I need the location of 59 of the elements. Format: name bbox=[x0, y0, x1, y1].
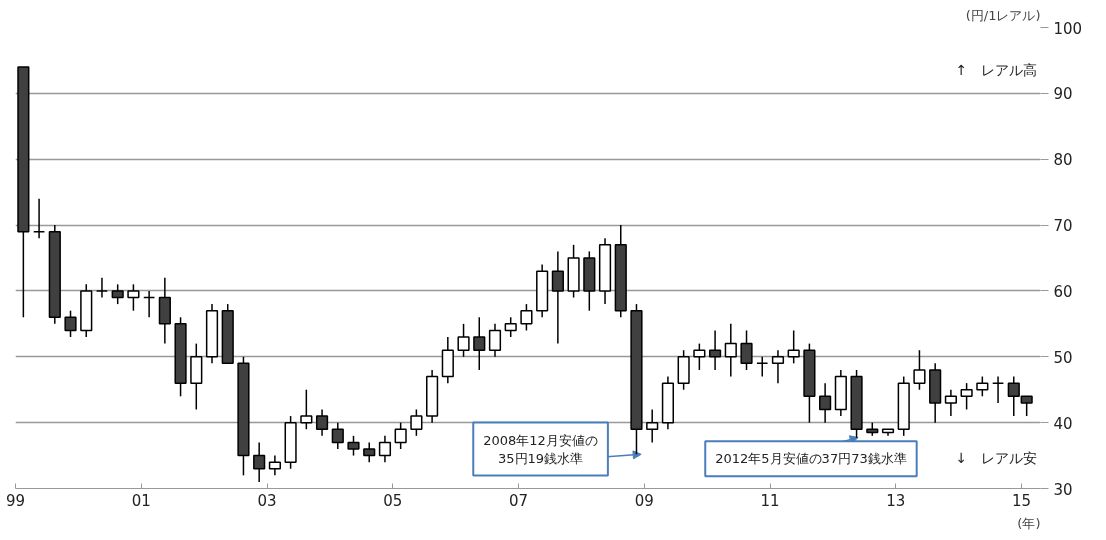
x-tick-label: 05 bbox=[383, 491, 403, 510]
candlestick bbox=[127, 283, 140, 312]
candlestick bbox=[724, 323, 737, 378]
candlestick bbox=[944, 388, 957, 417]
candlestick bbox=[32, 197, 46, 239]
candlestick bbox=[913, 349, 926, 391]
candlestick bbox=[394, 421, 407, 450]
candlestick bbox=[991, 375, 1005, 404]
x-axis-title: (年) bbox=[1017, 515, 1041, 531]
candlestick bbox=[315, 408, 329, 437]
candlestick bbox=[740, 329, 753, 371]
candlestick bbox=[300, 388, 313, 430]
y-tick-label: 100 bbox=[1053, 19, 1083, 38]
x-tick-label: 07 bbox=[509, 491, 529, 510]
candlestick bbox=[347, 435, 360, 457]
candlestick bbox=[693, 342, 706, 371]
candlestick bbox=[363, 441, 376, 463]
candlestick bbox=[95, 277, 109, 299]
y-tick-label: 50 bbox=[1053, 348, 1073, 367]
y-tick-label: 90 bbox=[1053, 85, 1073, 104]
y-tick-label: 30 bbox=[1053, 480, 1073, 499]
annotation: 2008年12月安値の 35円19銭水準 bbox=[483, 432, 598, 466]
candlestick bbox=[473, 316, 486, 371]
candlestick bbox=[787, 329, 800, 365]
candlestick bbox=[64, 309, 77, 338]
candlestick bbox=[410, 408, 423, 437]
x-tick-label: 03 bbox=[257, 491, 277, 510]
x-tick-label: 01 bbox=[131, 491, 151, 510]
x-tick-label: 15 bbox=[1012, 491, 1032, 510]
candlestick bbox=[378, 435, 392, 463]
annotation: ↑ レアル高 bbox=[955, 62, 1038, 79]
y-tick-label: 70 bbox=[1053, 217, 1073, 236]
candlestick bbox=[960, 382, 973, 411]
candlestick bbox=[771, 349, 785, 384]
candlestick bbox=[143, 290, 156, 319]
candlestick bbox=[504, 316, 517, 338]
candlestick bbox=[976, 375, 989, 398]
candlestick bbox=[819, 382, 832, 424]
candlestick bbox=[551, 250, 564, 345]
y-tick-label: 60 bbox=[1053, 282, 1073, 301]
x-tick-label: 09 bbox=[634, 491, 654, 510]
annotation: 2012年5月安値の37円73銭水準 bbox=[715, 451, 907, 467]
candlestick bbox=[111, 283, 124, 305]
annotation: ↓ レアル安 bbox=[955, 450, 1038, 467]
y-axis-title: (円/1レアル) bbox=[965, 7, 1041, 23]
y-tick-label: 40 bbox=[1053, 414, 1073, 433]
y-tick-label: 80 bbox=[1053, 151, 1073, 170]
candlestick bbox=[488, 323, 502, 358]
candlestick bbox=[253, 441, 266, 483]
candlestick bbox=[520, 303, 533, 332]
candlestick bbox=[646, 408, 659, 444]
candlestick bbox=[457, 323, 470, 358]
candlestick bbox=[756, 356, 769, 378]
x-tick-label: 13 bbox=[886, 491, 906, 510]
x-tick-label: 99 bbox=[5, 491, 26, 510]
x-tick-label: 11 bbox=[760, 491, 780, 510]
candlestick bbox=[708, 329, 722, 371]
candlestick bbox=[268, 454, 281, 477]
candlestick bbox=[331, 421, 344, 450]
